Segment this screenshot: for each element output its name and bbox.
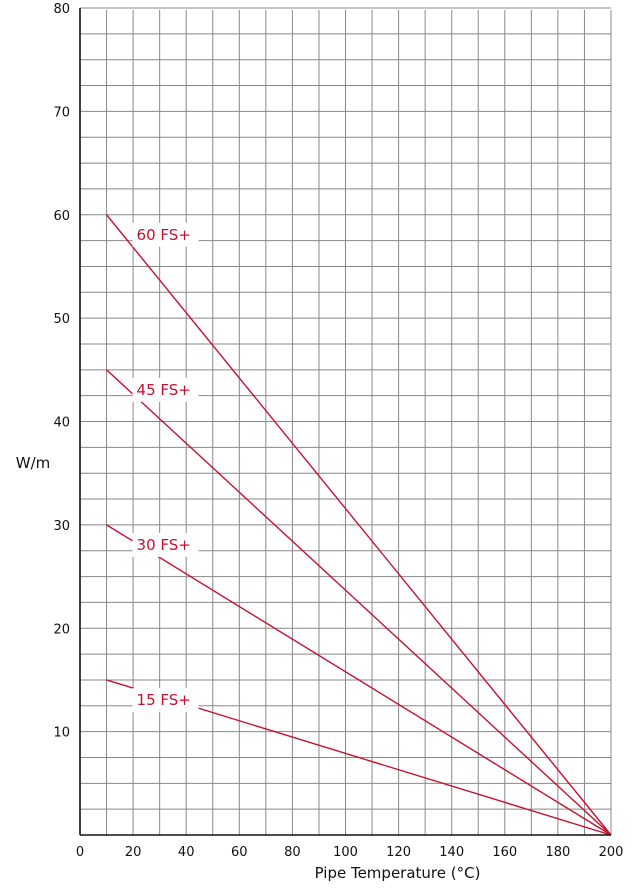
series-label: 45 FS+ — [137, 381, 191, 399]
y-tick-label: 30 — [53, 519, 70, 534]
series-line — [106, 524, 612, 836]
grid — [80, 7, 612, 835]
x-tick-label: 120 — [386, 845, 411, 860]
x-tick-label: 40 — [178, 845, 195, 860]
x-tick-label: 160 — [492, 845, 517, 860]
series-line — [106, 369, 612, 836]
series-lines — [106, 214, 612, 836]
tick-labels: 0 20 40 60 80 100 120 140 160 180 200 10 20 30 40 50 60 7… — [53, 2, 623, 860]
series-labels: 60 FS+ 45 FS+ 30 FS+ 15 FS+ — [132, 222, 199, 712]
y-tick-label: 40 — [53, 416, 70, 431]
y-axis-label: W/m — [16, 454, 51, 472]
x-tick-label: 0 — [76, 845, 84, 860]
series-label: 15 FS+ — [137, 691, 191, 709]
series-label-bg — [132, 377, 199, 402]
x-axis-label: Pipe Temperature (°C) — [315, 864, 481, 882]
series-label-bg — [132, 687, 199, 712]
x-tick-label: 200 — [599, 845, 624, 860]
x-tick-label: 60 — [231, 845, 248, 860]
series-label-bg — [132, 222, 199, 247]
y-tick-label: 50 — [53, 312, 70, 327]
x-tick-label: 20 — [125, 845, 142, 860]
series-line — [106, 214, 612, 836]
y-tick-label: 60 — [53, 209, 70, 224]
series-label: 60 FS+ — [137, 226, 191, 244]
y-tick-label: 20 — [53, 622, 70, 637]
series-label-bg — [132, 532, 199, 557]
axes — [79, 8, 611, 836]
x-tick-label: 140 — [439, 845, 464, 860]
series-label: 30 FS+ — [137, 536, 191, 554]
y-tick-label: 80 — [53, 2, 70, 17]
x-tick-label: 180 — [545, 845, 570, 860]
y-tick-label: 10 — [53, 726, 70, 741]
y-tick-label: 70 — [53, 105, 70, 120]
x-tick-label: 100 — [333, 845, 358, 860]
x-tick-label: 80 — [284, 845, 301, 860]
